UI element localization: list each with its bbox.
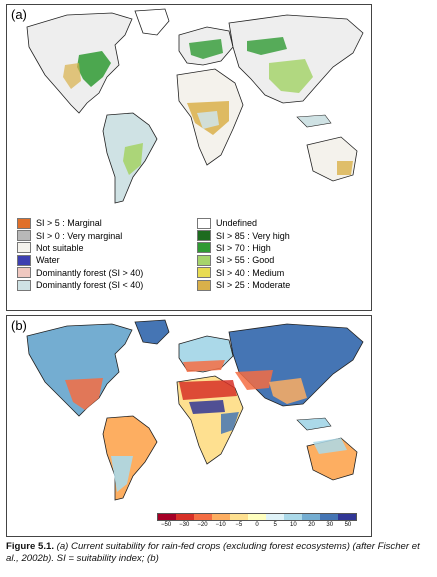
europe-cropland <box>189 39 223 59</box>
legend-label: Water <box>36 255 60 266</box>
change-world-map <box>7 316 371 511</box>
legend-swatch <box>17 254 31 266</box>
figure-caption: Figure 5.1. (a) Current suitability for … <box>6 541 431 565</box>
colorbar-cell <box>284 514 302 520</box>
asia-high <box>247 37 287 55</box>
suitability-legend: SI > 5 : Marginal SI > 0 : Very marginal… <box>17 217 367 307</box>
colorbar-tick-label: −10 <box>215 522 226 528</box>
legend-label: SI > 25 : Moderate <box>216 280 291 291</box>
asia-south <box>269 378 307 404</box>
colorbar-tick-label: 50 <box>344 522 352 528</box>
colorbar-cell <box>212 514 230 520</box>
legend-swatch <box>17 230 31 242</box>
legend-item: Dominantly forest (SI > 40) <box>17 267 143 279</box>
colorbar-cell <box>302 514 320 520</box>
indonesia <box>296 417 332 431</box>
legend-item: SI > 55 : Good <box>197 254 290 266</box>
panel-a-label: (a) <box>11 7 27 22</box>
suitability-world-map <box>7 5 371 215</box>
colorbar-cell <box>266 514 284 520</box>
asia-middle-east <box>235 370 273 390</box>
colorbar-tick-label: −30 <box>179 522 190 528</box>
panel-b-label: (b) <box>11 318 27 333</box>
legend-swatch <box>197 267 211 279</box>
legend-swatch <box>17 267 31 279</box>
colorbar-tick-label: −50 <box>160 522 172 528</box>
colorbar-tick-label: 10 <box>290 522 297 528</box>
south-america-cropland <box>123 143 143 175</box>
legend-item: Not suitable <box>17 242 143 254</box>
legend-item: SI > 25 : Moderate <box>197 279 290 291</box>
colorbar-cell <box>230 514 248 520</box>
legend-swatch <box>197 254 211 266</box>
greenland <box>134 319 170 345</box>
caption-body: (a) Current suitability for rain-fed cro… <box>6 541 420 564</box>
legend-column-right: Undefined SI > 85 : Very high SI > 70 : … <box>197 217 290 291</box>
suitability-map-panel: (a) SI > 5 : Marginal SI > 0 : Very marg… <box>6 4 372 311</box>
legend-label: SI > 85 : Very high <box>216 230 290 241</box>
change-map-panel: (b) −50 −30 −20 −10 −5 0 5 10 20 30 50 <box>6 315 372 537</box>
legend-label: Dominantly forest (SI > 40) <box>36 267 144 278</box>
legend-swatch <box>197 279 211 291</box>
legend-item: SI > 40 : Medium <box>197 267 290 279</box>
asia-cropland <box>269 59 313 93</box>
colorbar-tick-label: −20 <box>197 522 208 528</box>
colorbar-cell <box>248 514 266 520</box>
legend-label: SI > 0 : Very marginal <box>36 230 123 241</box>
legend-swatch <box>197 230 211 242</box>
colorbar-tick-label: 0 <box>255 522 259 528</box>
colorbar-tick-label: 20 <box>308 522 315 528</box>
south-america-wet <box>111 456 133 492</box>
legend-label: SI > 70 : High <box>216 242 271 253</box>
legend-column-left: SI > 5 : Marginal SI > 0 : Very marginal… <box>17 217 143 291</box>
greenland <box>134 8 170 36</box>
north-america-cropland <box>77 51 111 87</box>
legend-item: SI > 70 : High <box>197 242 290 254</box>
colorbar-cell <box>194 514 212 520</box>
australia-north <box>313 438 347 454</box>
legend-label: Undefined <box>216 218 258 229</box>
colorbar-cell <box>338 514 356 520</box>
colorbar-cell <box>176 514 194 520</box>
legend-label: SI > 5 : Marginal <box>36 218 102 229</box>
colorbar-tick-label: −5 <box>235 522 243 528</box>
africa-east <box>221 412 239 434</box>
colorbar-ticks: −50 −30 −20 −10 −5 0 5 10 20 30 50 <box>157 522 357 532</box>
change-colorbar: −50 −30 −20 −10 −5 0 5 10 20 30 50 <box>157 513 357 531</box>
north-america-moderate <box>63 63 81 89</box>
colorbar-tick-label: 5 <box>273 522 277 528</box>
colorbar-tick-label: 30 <box>326 522 334 528</box>
caption-lead: Figure 5.1. <box>6 541 54 552</box>
legend-label: Dominantly forest (SI < 40) <box>36 280 144 291</box>
asia <box>228 14 364 104</box>
colorbar-cell <box>158 514 176 520</box>
legend-item: Undefined <box>197 217 290 229</box>
legend-item: Dominantly forest (SI < 40) <box>17 279 143 291</box>
colorbar-strip <box>157 513 357 521</box>
north-america-south <box>65 378 103 410</box>
legend-swatch <box>197 242 211 254</box>
colorbar-cell <box>320 514 338 520</box>
legend-item: SI > 5 : Marginal <box>17 217 143 229</box>
australia-cropland <box>337 161 353 175</box>
africa-forest <box>197 111 219 129</box>
legend-item: SI > 85 : Very high <box>197 229 290 242</box>
legend-swatch <box>197 217 211 229</box>
africa-north <box>179 380 237 400</box>
legend-item: SI > 0 : Very marginal <box>17 229 143 242</box>
legend-swatch <box>17 279 31 291</box>
legend-label: SI > 40 : Medium <box>216 267 285 278</box>
legend-label: SI > 55 : Good <box>216 255 275 266</box>
legend-item: Water <box>17 254 143 266</box>
africa-central <box>189 400 225 414</box>
europe-south <box>183 360 225 372</box>
legend-swatch <box>17 217 31 229</box>
legend-label: Not suitable <box>36 242 84 253</box>
indonesia <box>296 114 332 128</box>
legend-swatch <box>17 242 31 254</box>
